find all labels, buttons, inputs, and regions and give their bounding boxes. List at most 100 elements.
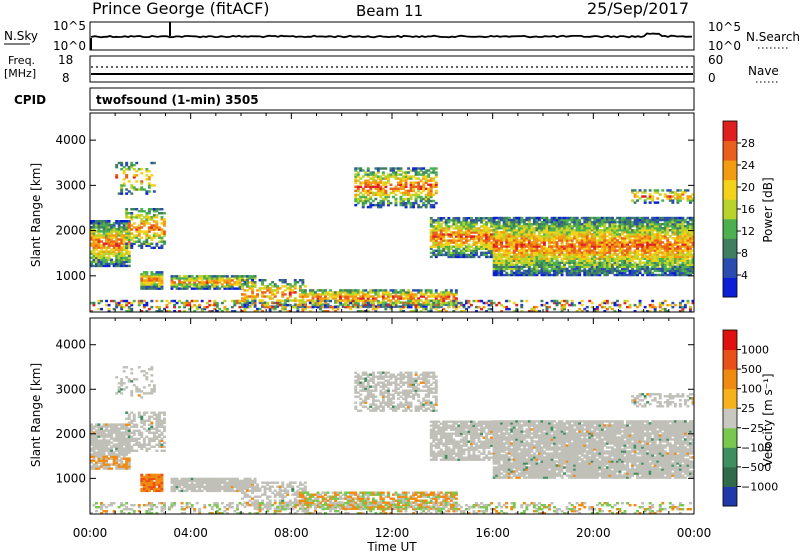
range-time-cell: [570, 269, 574, 273]
range-time-cell: [457, 237, 461, 240]
range-time-cell: [452, 223, 456, 226]
range-time-cell: [236, 277, 239, 280]
range-time-cell: [449, 303, 453, 306]
range-time-cell: [447, 291, 451, 294]
range-time-cell: [387, 177, 390, 180]
range-time-cell: [439, 253, 443, 257]
range-time-cell: [651, 224, 655, 228]
range-time-cell: [575, 220, 579, 224]
range-time-cell: [522, 245, 526, 248]
range-time-cell: [633, 201, 637, 204]
range-time-cell: [248, 281, 252, 284]
range-time-cell: [656, 233, 660, 236]
range-time-cell: [439, 217, 443, 220]
range-time-cell: [611, 245, 614, 248]
range-time-cell: [163, 307, 166, 311]
range-time-cell: [238, 285, 242, 288]
range-time-cell: [560, 245, 564, 248]
range-time-cell: [545, 259, 549, 262]
range-time-cell: [656, 220, 660, 224]
range-time-cell: [424, 181, 428, 184]
range-time-cell: [623, 299, 627, 303]
range-time-cell: [145, 222, 149, 225]
range-time-cell: [163, 222, 166, 225]
range-time-cell: [603, 259, 607, 262]
range-time-cell: [626, 263, 630, 267]
range-time-cell: [424, 177, 428, 180]
range-time-cell: [563, 257, 567, 260]
range-time-cell: [117, 230, 121, 233]
range-time-cell: [545, 265, 549, 269]
range-time-cell: [633, 239, 637, 242]
range-time-cell: [477, 299, 481, 303]
range-time-cell: [230, 283, 234, 286]
range-time-cell: [482, 227, 486, 230]
range-time-cell: [145, 271, 149, 274]
range-time-cell: [394, 177, 398, 180]
range-time-cell: [613, 224, 617, 228]
range-time-cell: [268, 283, 272, 286]
range-time-cell: [608, 271, 612, 275]
range-time-cell: [354, 179, 358, 182]
range-time-cell: [122, 228, 126, 231]
range-time-cell: [354, 203, 358, 207]
range-time-cell: [422, 303, 426, 306]
range-time-cell: [429, 291, 433, 294]
range-time-cell: [130, 303, 134, 307]
range-time-cell: [502, 267, 506, 271]
range-time-cell: [510, 218, 514, 222]
range-time-cell: [107, 307, 111, 311]
range-time-cell: [553, 220, 557, 224]
range-time-cell: [185, 301, 189, 305]
range-time-cell: [361, 201, 365, 205]
range-time-cell: [600, 301, 604, 305]
range-time-cell: [150, 218, 154, 221]
range-time-cell: [369, 187, 373, 191]
range-time-cell: [117, 254, 121, 258]
range-time-cell: [482, 231, 486, 234]
range-time-cell: [439, 237, 443, 240]
range-time-cell: [641, 218, 645, 222]
range-time-cell: [223, 279, 227, 282]
range-time-cell: [666, 189, 670, 192]
range-time-cell: [668, 197, 672, 200]
range-time-cell: [198, 285, 202, 288]
range-time-cell: [394, 299, 398, 303]
range-time-cell: [125, 222, 129, 225]
range-time-cell: [515, 216, 519, 220]
range-time-cell: [495, 303, 499, 307]
range-time-cell: [467, 245, 471, 248]
range-time-cell: [527, 218, 531, 222]
range-time-cell: [487, 249, 491, 253]
range-time-cell: [147, 234, 151, 237]
range-time-cell: [512, 229, 516, 232]
range-time-cell: [520, 237, 524, 240]
range-time-cell: [261, 287, 265, 290]
range-time-cell: [520, 233, 524, 236]
range-time-cell: [663, 255, 667, 258]
range-time-cell: [673, 216, 677, 220]
range-time-cell: [648, 257, 652, 260]
range-time-cell: [540, 255, 544, 258]
range-time-cell: [283, 281, 287, 284]
range-time-cell: [575, 235, 579, 238]
range-time-cell: [673, 231, 677, 234]
range-time-cell: [359, 305, 363, 309]
range-time-cell: [673, 233, 677, 236]
range-time-cell: [472, 253, 476, 257]
range-time-cell: [689, 247, 692, 250]
range-time-cell: [605, 227, 609, 230]
range-time-cell: [447, 243, 451, 246]
range-time-cell: [472, 223, 476, 226]
range-time-cell: [296, 299, 300, 302]
range-time-cell: [631, 243, 635, 246]
range-time-cell: [472, 231, 476, 234]
range-time-cell: [185, 285, 189, 288]
range-time-cell: [125, 299, 129, 303]
range-time-cell: [188, 285, 192, 288]
range-time-cell: [288, 289, 292, 292]
range-time-cell: [459, 221, 463, 224]
range-time-cell: [611, 307, 614, 311]
range-time-cell: [487, 229, 491, 232]
range-time-cell: [651, 299, 655, 303]
